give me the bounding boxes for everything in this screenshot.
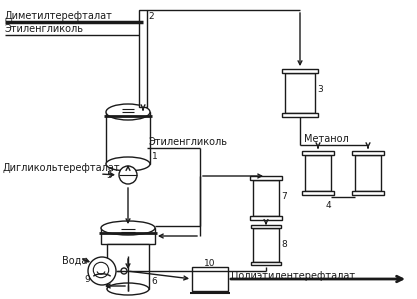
Text: 1: 1 — [152, 152, 158, 161]
Text: 5: 5 — [106, 171, 112, 180]
Bar — [250, 176, 282, 180]
Bar — [107, 244, 149, 289]
Text: Этиленгликоль: Этиленгликоль — [5, 24, 84, 34]
Bar — [302, 151, 334, 155]
Ellipse shape — [107, 283, 149, 295]
Ellipse shape — [106, 157, 150, 171]
Text: Диметилтерефталат: Диметилтерефталат — [5, 11, 113, 21]
Bar — [285, 73, 315, 113]
Text: Дигликольтерефталат: Дигликольтерефталат — [3, 163, 121, 173]
Text: Этиленгликоль: Этиленгликоль — [149, 137, 228, 147]
Circle shape — [93, 262, 109, 278]
Bar — [305, 155, 331, 191]
Circle shape — [88, 257, 116, 285]
Text: 6: 6 — [151, 277, 157, 286]
Text: Метанол: Метанол — [304, 134, 349, 144]
Bar — [352, 151, 384, 155]
Ellipse shape — [106, 104, 150, 120]
Bar — [352, 191, 384, 195]
Text: 4: 4 — [326, 201, 332, 210]
Text: 10: 10 — [204, 259, 216, 268]
Bar — [106, 112, 150, 164]
Text: 9: 9 — [84, 275, 90, 284]
Bar — [355, 155, 381, 191]
Circle shape — [121, 268, 127, 274]
Ellipse shape — [101, 221, 155, 235]
Bar — [282, 69, 318, 73]
Bar — [251, 225, 281, 228]
Bar — [302, 191, 334, 195]
Text: 2: 2 — [148, 12, 153, 21]
Bar — [251, 262, 281, 265]
Text: 3: 3 — [317, 85, 323, 94]
Bar — [101, 228, 155, 244]
Text: Вода: Вода — [62, 256, 88, 266]
Bar — [253, 228, 279, 262]
Text: Полиэтилентерефталат: Полиэтилентерефталат — [231, 271, 355, 281]
Bar — [282, 113, 318, 117]
Bar — [250, 216, 282, 220]
Text: 8: 8 — [281, 240, 287, 249]
Bar — [139, 10, 147, 107]
Bar — [192, 267, 228, 291]
Bar — [253, 180, 279, 216]
Circle shape — [119, 166, 137, 184]
Text: 7: 7 — [281, 192, 287, 201]
